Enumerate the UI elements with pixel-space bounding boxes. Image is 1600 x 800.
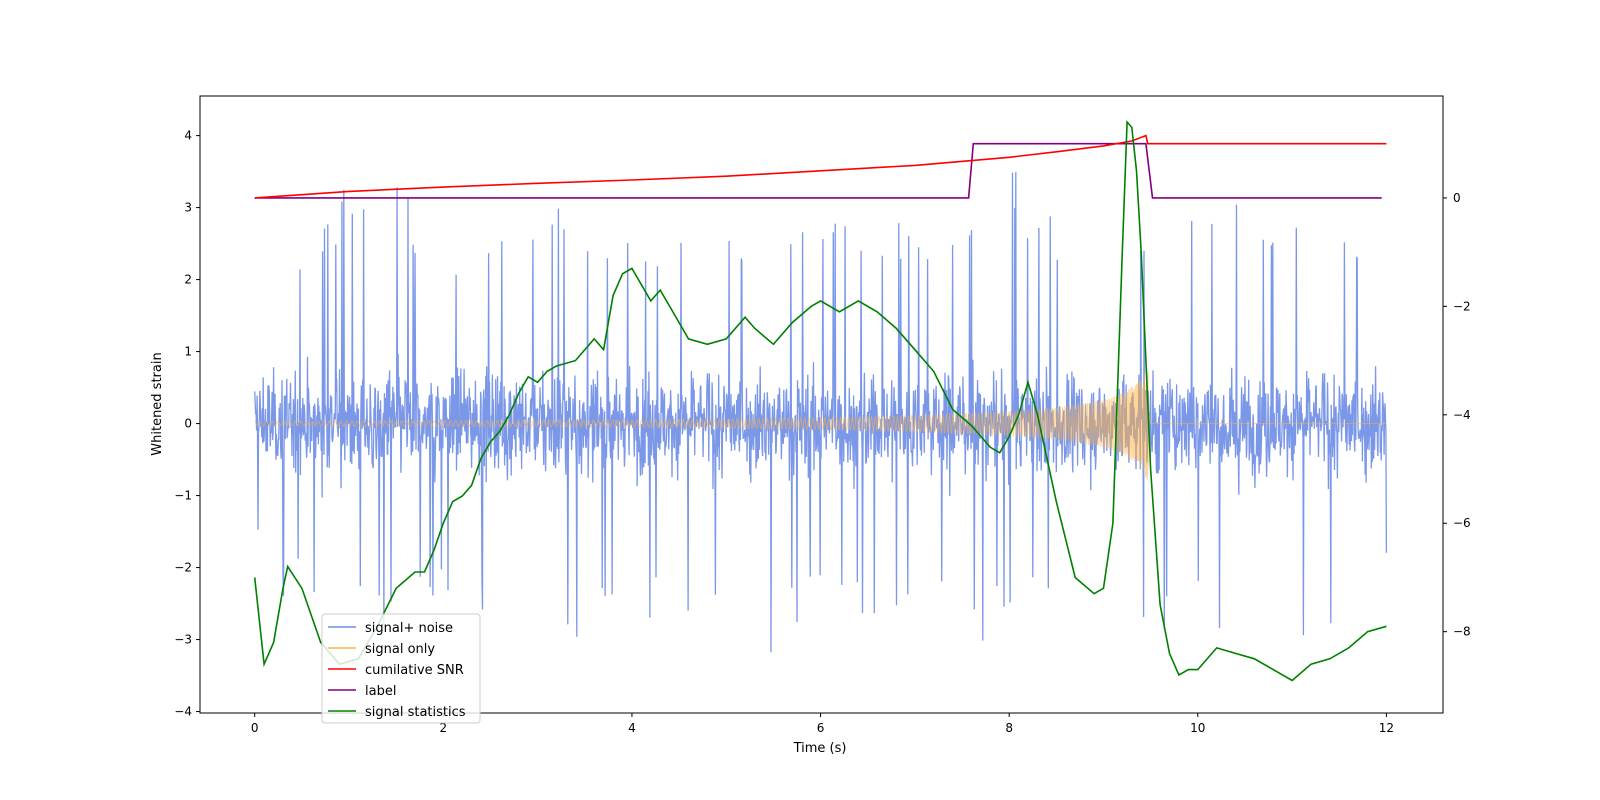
y2-tick-label: −2 — [1453, 299, 1471, 313]
x-axis-title: Time (s) — [793, 741, 847, 756]
x-tick-label: 0 — [251, 721, 259, 735]
legend-label: signal only — [365, 642, 435, 657]
x-tick-label: 12 — [1379, 721, 1394, 735]
y2-tick-label: −6 — [1453, 516, 1471, 530]
legend-label: label — [365, 684, 396, 699]
y2-tick-label: −4 — [1453, 408, 1471, 422]
legend-label: signal statistics — [365, 705, 466, 720]
series-layer — [253, 119, 1388, 682]
y-tick-label: −4 — [174, 705, 192, 719]
y2-tick-label: 0 — [1453, 191, 1461, 205]
y-axis-right: −8 −6 −4 −2 0 — [1443, 191, 1471, 639]
y-tick-label: 2 — [184, 273, 192, 287]
x-tick-label: 10 — [1190, 721, 1205, 735]
series-signal-only — [254, 369, 1387, 480]
y-axis-title: Whitened strain — [150, 352, 165, 455]
y-tick-label: 4 — [184, 129, 192, 143]
series-cumulative-snr — [254, 134, 1387, 199]
legend-label: cumilative SNR — [365, 663, 464, 678]
y-tick-label: 1 — [184, 345, 192, 359]
y-axis-left: −4 −3 −2 −1 0 1 2 3 4 — [174, 129, 200, 719]
legend: signal+ noise signal only cumilative SNR la… — [321, 613, 481, 724]
x-tick-label: 2 — [439, 721, 447, 735]
x-axis: 0 2 4 6 8 10 12 — [251, 713, 1394, 735]
y-tick-label: −3 — [174, 633, 192, 647]
series-signal-noise — [254, 172, 1388, 653]
plot-frame — [199, 95, 1444, 714]
y-tick-label: 0 — [184, 417, 192, 431]
x-tick-label: 4 — [628, 721, 636, 735]
y-tick-label: −1 — [174, 489, 192, 503]
y-tick-label: 3 — [184, 201, 192, 215]
legend-box — [321, 613, 481, 724]
x-tick-label: 8 — [1005, 721, 1013, 735]
series-signal-statistics — [253, 119, 1387, 682]
legend-label: signal+ noise — [365, 621, 453, 636]
y-tick-label: −2 — [174, 561, 192, 575]
series-label — [254, 142, 1382, 199]
x-tick-label: 6 — [817, 721, 825, 735]
y2-tick-label: −8 — [1453, 625, 1471, 639]
